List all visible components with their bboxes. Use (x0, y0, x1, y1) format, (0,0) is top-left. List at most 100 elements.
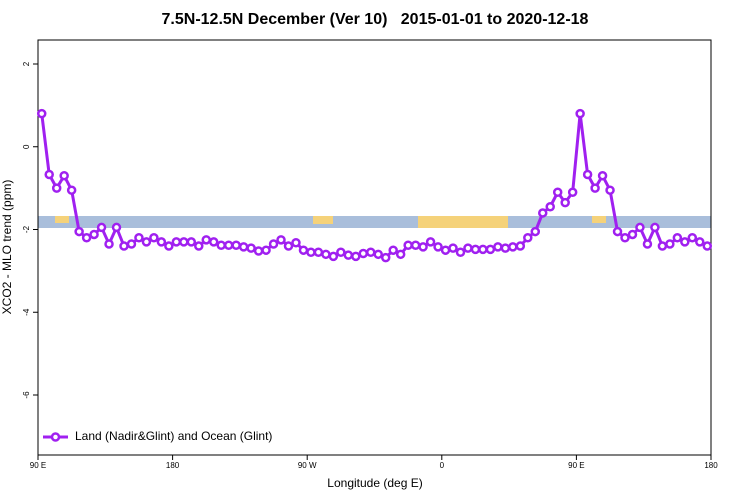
point (590, 183, 600, 193)
point (478, 244, 488, 255)
point (410, 240, 421, 250)
point (283, 241, 294, 251)
point (89, 229, 99, 240)
point (313, 247, 324, 258)
y-tick-label: -2 (22, 225, 31, 233)
point (298, 245, 309, 255)
land-ocean-strip (38, 216, 711, 228)
y-tick-label: 0 (22, 144, 31, 149)
point (321, 249, 331, 260)
point (575, 108, 585, 119)
point (246, 243, 256, 253)
point (141, 237, 152, 247)
point (388, 245, 398, 255)
point (194, 241, 204, 251)
point (149, 233, 159, 243)
point (552, 187, 563, 198)
point (179, 237, 189, 247)
point (403, 240, 413, 250)
point (328, 251, 339, 262)
x-axis-label: Longitude (deg E) (327, 476, 422, 490)
point (44, 169, 54, 180)
point (36, 108, 47, 119)
point (306, 247, 316, 258)
x-tick-label: 90 E (30, 461, 46, 470)
point (164, 241, 174, 251)
point (268, 239, 279, 249)
point (291, 237, 301, 248)
point (343, 250, 354, 260)
y-tick-label: -6 (22, 391, 31, 399)
x-tick-label: 90 W (298, 461, 317, 470)
y-tick-label: -4 (22, 308, 31, 316)
plot-frame (37, 39, 712, 456)
point (418, 242, 428, 252)
point (276, 235, 286, 245)
point (81, 233, 92, 243)
point (358, 248, 369, 259)
point (238, 242, 249, 252)
point (425, 237, 436, 247)
point (665, 239, 675, 249)
point (119, 241, 129, 251)
point (687, 233, 698, 243)
point (74, 226, 84, 237)
point (702, 241, 713, 251)
point (672, 233, 683, 243)
point (351, 251, 361, 262)
point (66, 185, 77, 195)
point (493, 242, 503, 252)
y-axis-label: XCO2 - MLO trend (ppm) (0, 180, 14, 315)
point (612, 226, 623, 237)
point (463, 243, 473, 253)
point (231, 240, 241, 250)
point (380, 252, 391, 263)
point (567, 187, 578, 198)
point (530, 226, 541, 237)
point (545, 201, 555, 212)
point (134, 233, 144, 243)
point (455, 247, 466, 258)
point (627, 229, 638, 240)
x-tick-label: 180 (704, 461, 718, 470)
point (650, 222, 660, 233)
chart-title: 7.5N-12.5N December (Ver 10) 2015-01-01 … (162, 11, 589, 28)
point (695, 237, 705, 247)
point (373, 249, 383, 260)
point (657, 241, 668, 251)
point (500, 243, 511, 253)
y-tick-label: 2 (22, 61, 31, 66)
point (515, 241, 526, 251)
point (395, 249, 406, 260)
point (126, 239, 137, 249)
point (448, 243, 458, 253)
x-tick-label: 0 (440, 461, 445, 470)
point (171, 237, 182, 247)
x-tick-label: 180 (166, 461, 180, 470)
point (216, 240, 226, 250)
point (96, 222, 107, 233)
point (582, 169, 593, 180)
point (620, 233, 630, 243)
point (51, 183, 62, 193)
point (508, 242, 518, 252)
point (605, 185, 615, 195)
legend-marker (50, 432, 61, 442)
point (433, 242, 443, 252)
point (680, 237, 690, 247)
point (186, 237, 197, 247)
legend-label: Land (Nadir&Glint) and Ocean (Glint) (75, 429, 272, 443)
point (111, 222, 122, 233)
point (156, 237, 167, 247)
point (485, 244, 496, 255)
point (538, 208, 548, 218)
point (560, 197, 570, 208)
x-tick-label: 90 E (568, 461, 584, 470)
point (104, 239, 114, 249)
point (635, 222, 645, 233)
point (597, 170, 608, 181)
point (253, 246, 264, 256)
point (440, 245, 451, 255)
point (470, 244, 481, 255)
